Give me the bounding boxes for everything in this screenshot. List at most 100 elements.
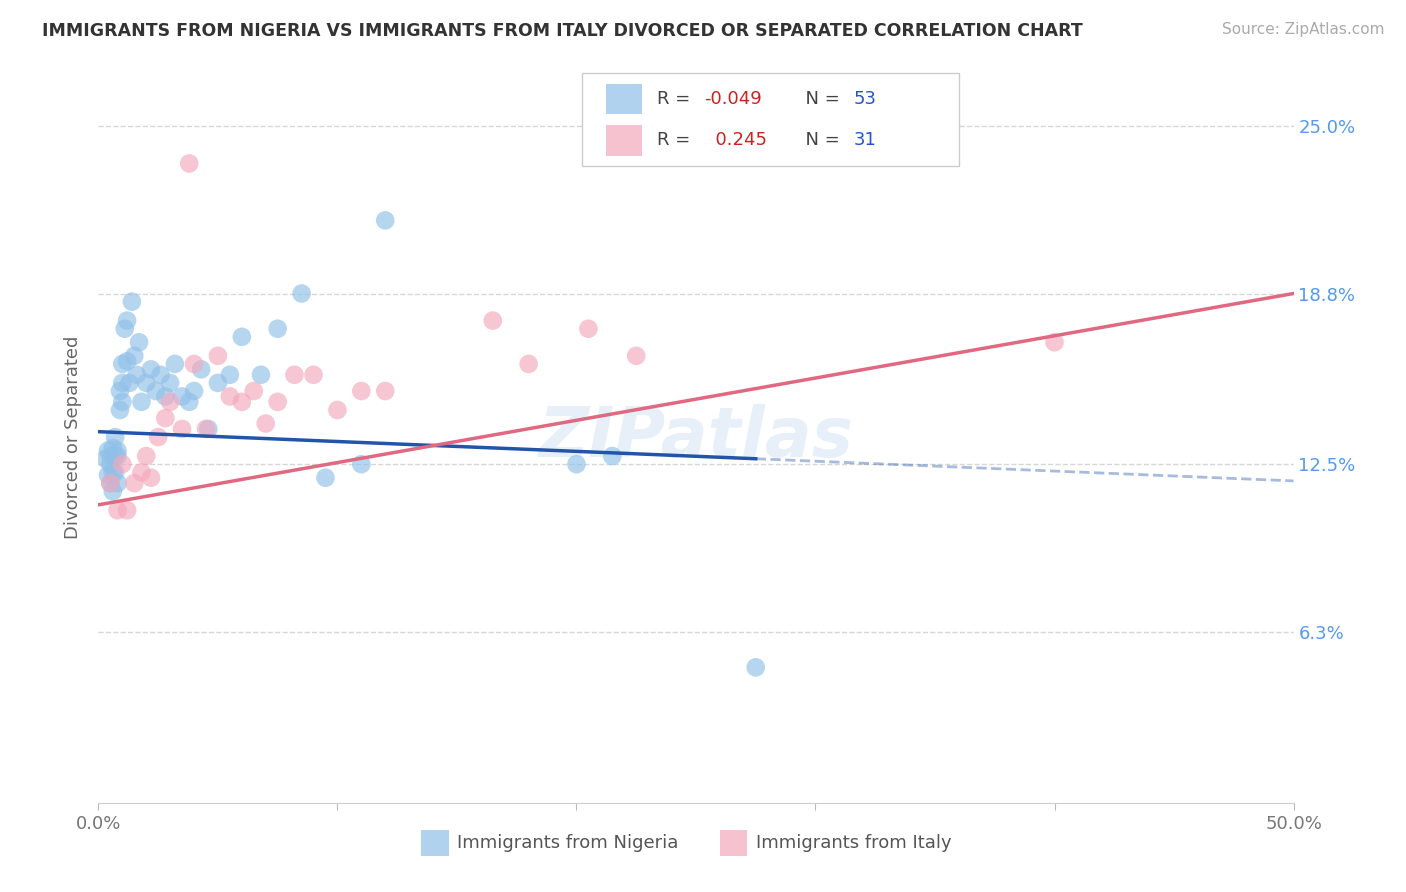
Point xyxy=(155,389,177,403)
Point xyxy=(104,430,127,444)
Point xyxy=(107,476,129,491)
Text: Source: ZipAtlas.com: Source: ZipAtlas.com xyxy=(1222,22,1385,37)
Point xyxy=(111,457,134,471)
Point xyxy=(107,449,129,463)
Point xyxy=(179,395,201,409)
Point xyxy=(207,349,229,363)
Point xyxy=(115,313,138,327)
Point xyxy=(267,395,290,409)
Point xyxy=(745,660,768,674)
Bar xyxy=(606,84,643,114)
Point xyxy=(578,322,600,336)
Point xyxy=(125,368,148,382)
Point xyxy=(231,395,253,409)
Text: IMMIGRANTS FROM NIGERIA VS IMMIGRANTS FROM ITALY DIVORCED OR SEPARATED CORRELATI: IMMIGRANTS FROM NIGERIA VS IMMIGRANTS FR… xyxy=(42,22,1083,40)
Bar xyxy=(720,830,748,856)
Text: ZIPatlas: ZIPatlas xyxy=(538,403,853,471)
Point xyxy=(602,449,624,463)
Point xyxy=(159,395,181,409)
Point xyxy=(94,451,117,466)
Point xyxy=(163,357,186,371)
Point xyxy=(183,384,205,398)
Point xyxy=(172,422,194,436)
Point xyxy=(121,294,143,309)
Point xyxy=(111,357,134,371)
Text: 0.245: 0.245 xyxy=(704,131,768,149)
Point xyxy=(98,476,122,491)
Point xyxy=(243,384,266,398)
Point xyxy=(101,441,124,455)
Bar xyxy=(606,125,643,156)
Point xyxy=(207,376,229,390)
Point xyxy=(104,449,127,463)
Point xyxy=(98,476,122,491)
Point xyxy=(124,349,146,363)
Point xyxy=(139,471,162,485)
Point xyxy=(114,322,136,336)
Point xyxy=(131,395,153,409)
Point xyxy=(97,468,120,483)
Point xyxy=(149,368,172,382)
Point xyxy=(159,376,181,390)
Point xyxy=(315,471,337,485)
Y-axis label: Divorced or Separated: Divorced or Separated xyxy=(63,335,82,539)
Point xyxy=(111,376,134,390)
Point xyxy=(481,313,505,327)
Point xyxy=(326,403,349,417)
Point xyxy=(118,376,141,390)
Text: N =: N = xyxy=(794,131,845,149)
Point xyxy=(231,330,253,344)
Text: N =: N = xyxy=(794,90,845,108)
Point xyxy=(107,503,129,517)
Point xyxy=(517,357,540,371)
Point xyxy=(350,384,373,398)
Point xyxy=(111,395,134,409)
Point xyxy=(115,354,138,368)
Bar xyxy=(422,830,449,856)
Point xyxy=(115,503,138,517)
Point xyxy=(1043,335,1066,350)
Text: Immigrants from Italy: Immigrants from Italy xyxy=(756,834,952,852)
Point xyxy=(128,335,150,350)
Text: 53: 53 xyxy=(853,90,877,108)
Point xyxy=(195,422,218,436)
Point xyxy=(97,443,120,458)
Point xyxy=(101,484,124,499)
Point xyxy=(250,368,273,382)
Point xyxy=(172,389,194,403)
Point xyxy=(135,376,157,390)
Point xyxy=(139,362,162,376)
Point xyxy=(98,457,122,471)
Point xyxy=(197,422,219,436)
Point xyxy=(135,449,157,463)
Point xyxy=(101,465,124,479)
Point xyxy=(219,368,242,382)
Point xyxy=(98,449,122,463)
Point xyxy=(254,417,277,431)
Point xyxy=(104,465,127,479)
Text: 31: 31 xyxy=(853,131,876,149)
Point xyxy=(179,156,201,170)
FancyBboxPatch shape xyxy=(582,73,959,167)
Point xyxy=(108,384,131,398)
Text: R =: R = xyxy=(657,90,696,108)
Text: Immigrants from Nigeria: Immigrants from Nigeria xyxy=(457,834,678,852)
Point xyxy=(148,430,170,444)
Point xyxy=(108,403,131,417)
Point xyxy=(183,357,205,371)
Point xyxy=(291,286,314,301)
Point xyxy=(283,368,305,382)
Point xyxy=(302,368,325,382)
Point xyxy=(131,465,153,479)
Point xyxy=(190,362,212,376)
Point xyxy=(107,443,129,458)
Point xyxy=(145,384,167,398)
Point xyxy=(219,389,242,403)
Point xyxy=(374,384,396,398)
Point xyxy=(267,322,290,336)
Point xyxy=(124,476,146,491)
Point xyxy=(374,213,396,227)
Point xyxy=(565,457,588,471)
Text: R =: R = xyxy=(657,131,696,149)
Text: -0.049: -0.049 xyxy=(704,90,762,108)
